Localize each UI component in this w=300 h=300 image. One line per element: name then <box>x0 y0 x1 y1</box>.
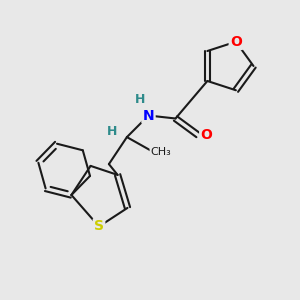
Text: H: H <box>135 93 145 106</box>
Text: O: O <box>200 128 212 142</box>
Text: CH₃: CH₃ <box>150 147 171 157</box>
Text: N: N <box>143 109 154 122</box>
Text: H: H <box>107 125 117 138</box>
Text: O: O <box>230 35 242 49</box>
Text: S: S <box>94 220 104 233</box>
